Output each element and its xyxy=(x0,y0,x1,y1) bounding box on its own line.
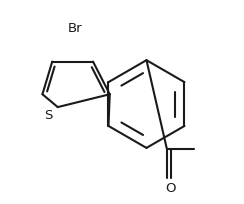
Text: S: S xyxy=(44,109,52,122)
Text: Br: Br xyxy=(67,22,82,35)
Text: O: O xyxy=(165,182,176,195)
